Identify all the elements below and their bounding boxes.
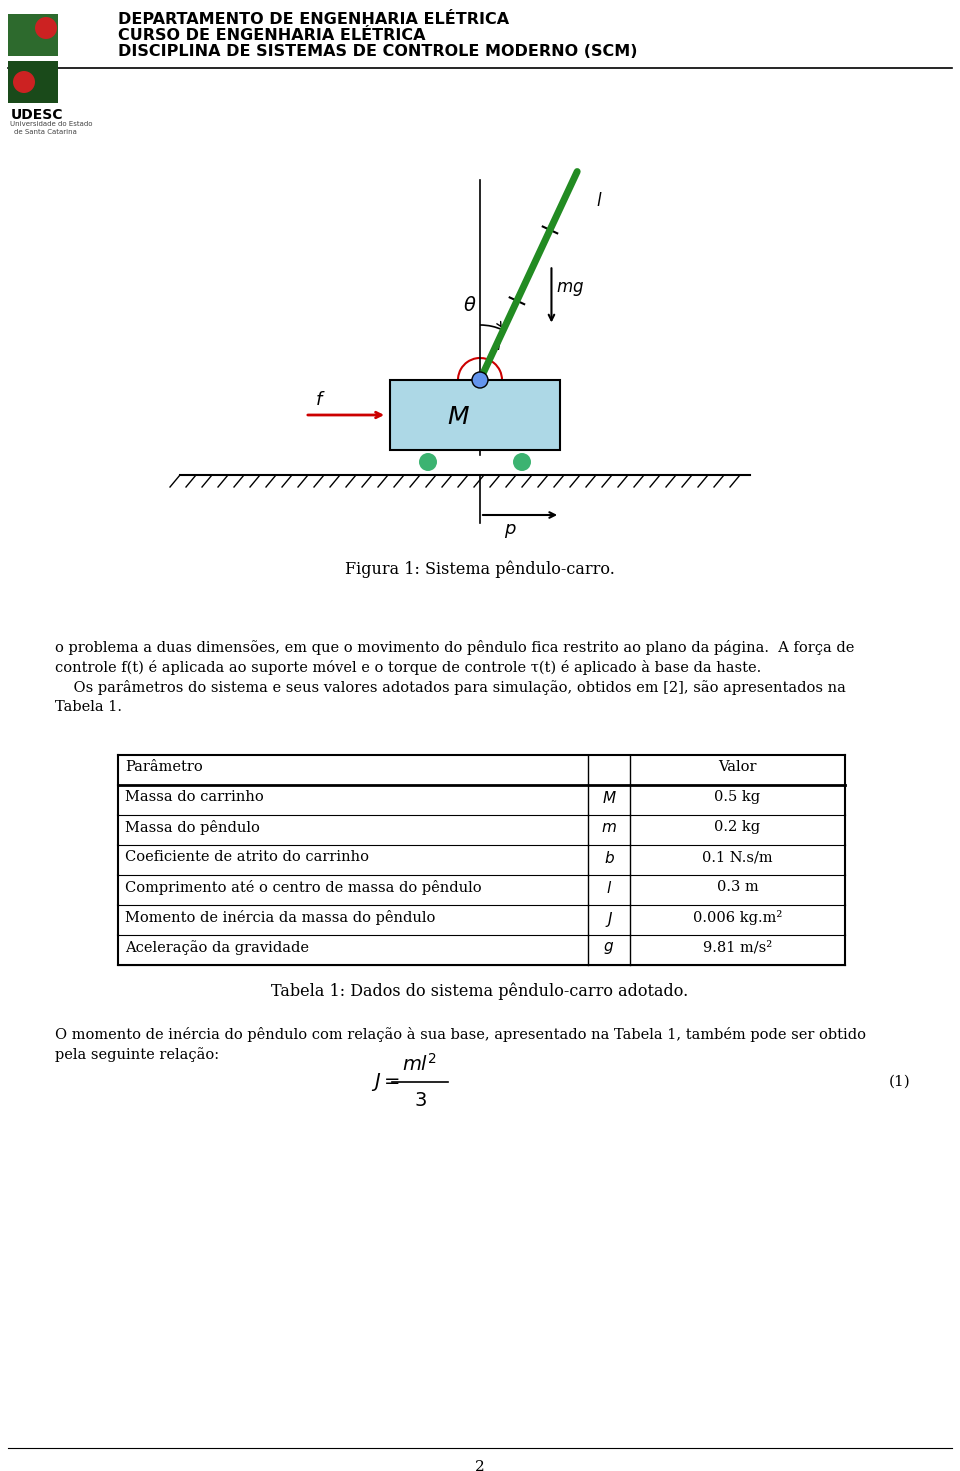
Bar [390,380,560,450]
Text: Momento de inércia da massa do pêndulo: Momento de inércia da massa do pêndulo [125,911,436,925]
Text: $J$: $J$ [605,911,613,930]
Bar [8,15,58,56]
Text: Os parâmetros do sistema e seus valores adotados para simulação, obtidos em [2],: Os parâmetros do sistema e seus valores … [55,680,846,694]
Text: Parâmetro: Parâmetro [125,761,203,774]
Text: $g$: $g$ [604,940,614,956]
Text: Tabela 1: Dados do sistema pêndulo-carro adotado.: Tabela 1: Dados do sistema pêndulo-carro… [272,983,688,1000]
Text: 0.3 m: 0.3 m [716,880,758,894]
Text: Valor: Valor [718,761,756,774]
Text: Massa do carrinho: Massa do carrinho [125,790,264,805]
Circle shape [513,453,531,471]
Text: o problema a duas dimensões, em que o movimento do pêndulo fica restrito ao plan: o problema a duas dimensões, em que o mo… [55,640,854,655]
Text: 0.2 kg: 0.2 kg [714,819,760,834]
Text: $mg$: $mg$ [557,281,585,299]
Text: DISCIPLINA DE SISTEMAS DE CONTROLE MODERNO (SCM): DISCIPLINA DE SISTEMAS DE CONTROLE MODER… [118,44,637,59]
Text: Massa do pêndulo: Massa do pêndulo [125,819,260,836]
Text: Aceleração da gravidade: Aceleração da gravidade [125,940,309,955]
Text: de Santa Catarina: de Santa Catarina [14,129,77,135]
Text: 0.006 kg.m²: 0.006 kg.m² [693,911,782,925]
Text: $l$: $l$ [495,337,502,355]
Text: CURSO DE ENGENHARIA ELÉTRICA: CURSO DE ENGENHARIA ELÉTRICA [118,28,425,43]
Text: $b$: $b$ [604,850,614,866]
Circle shape [472,372,488,388]
Text: Figura 1: Sistema pêndulo-carro.: Figura 1: Sistema pêndulo-carro. [345,560,615,578]
Text: $m$: $m$ [601,819,617,836]
Text: $ml^2$: $ml^2$ [402,1053,438,1075]
Text: UDESC: UDESC [11,107,63,122]
Circle shape [419,453,437,471]
Text: $f$: $f$ [315,391,325,409]
Text: Coeficiente de atrito do carrinho: Coeficiente de atrito do carrinho [125,850,369,863]
Text: (1): (1) [888,1075,910,1089]
Text: pela seguinte relação:: pela seguinte relação: [55,1047,219,1062]
Text: controle f(t) é aplicada ao suporte móvel e o torque de controle τ(t) é aplicado: controle f(t) é aplicada ao suporte móve… [55,660,761,675]
Text: $M$: $M$ [602,790,616,806]
Text: Tabela 1.: Tabela 1. [55,700,122,713]
Text: $J =$: $J =$ [371,1071,400,1093]
Circle shape [35,18,57,40]
Text: $\tau$: $\tau$ [507,381,519,399]
Text: $3$: $3$ [414,1090,426,1109]
Text: 0.5 kg: 0.5 kg [714,790,760,805]
Text: O momento de inércia do pêndulo com relação à sua base, apresentado na Tabela 1,: O momento de inércia do pêndulo com rela… [55,1027,866,1041]
Text: 2: 2 [475,1461,485,1471]
Text: DEPARTAMENTO DE ENGENHARIA ELÉTRICA: DEPARTAMENTO DE ENGENHARIA ELÉTRICA [118,12,509,26]
Text: 9.81 m/s²: 9.81 m/s² [703,940,772,955]
Text: $p$: $p$ [504,522,516,540]
Text: Universidade do Estado: Universidade do Estado [10,121,92,127]
Text: $M$: $M$ [446,405,469,430]
Text: $\theta$: $\theta$ [464,296,477,315]
Text: 0.1 N.s/m: 0.1 N.s/m [702,850,773,863]
Text: $l$: $l$ [606,880,612,896]
Text: Comprimento até o centro de massa do pêndulo: Comprimento até o centro de massa do pên… [125,880,482,894]
Text: $l$: $l$ [596,191,603,210]
Circle shape [13,71,35,93]
Bar [8,60,58,103]
